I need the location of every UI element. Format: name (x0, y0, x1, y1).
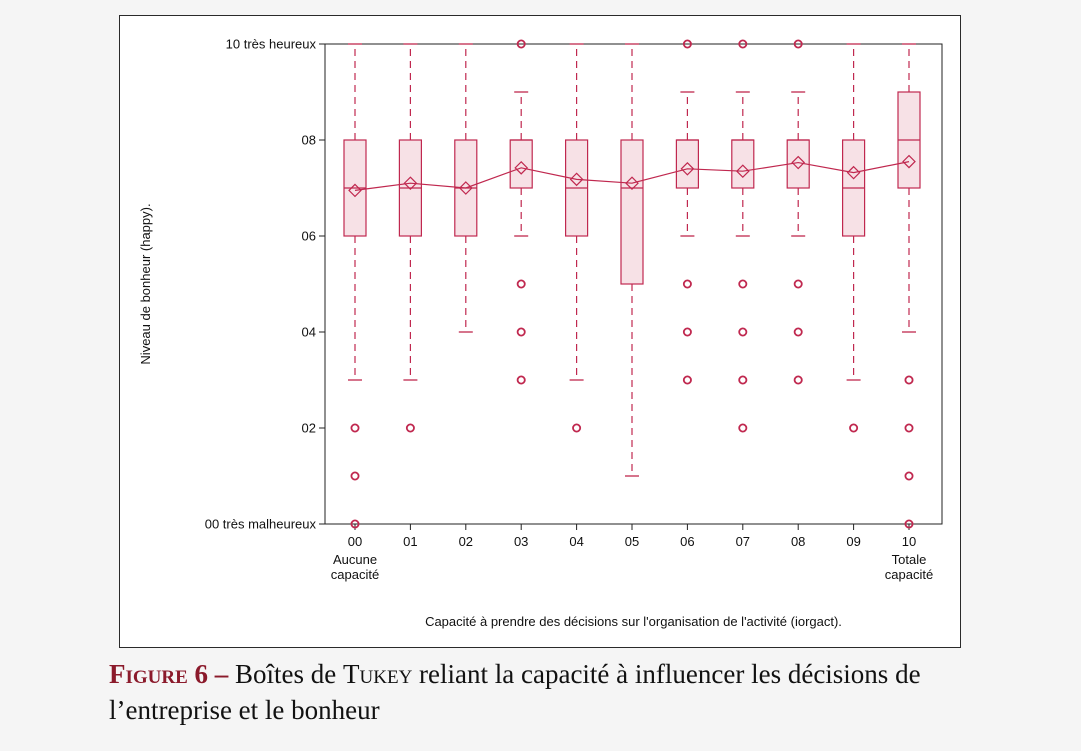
mean-marker (625, 176, 639, 191)
box-iqr (620, 139, 644, 285)
outlier-point (682, 279, 692, 289)
x-axis-title: Capacité à prendre des décisions sur l'o… (425, 614, 842, 629)
box-plot-chart: 00 très malheureux 02 04 06 08 10 très heureu… (138, 37, 943, 629)
mean-marker (514, 160, 529, 175)
outlier-point (516, 327, 526, 337)
outlier-point (405, 423, 415, 433)
y-tick-label: 08 (302, 133, 316, 148)
outlier-point (516, 279, 526, 289)
outlier-point (738, 327, 748, 337)
x-tick-label: 02 (459, 534, 473, 549)
x-tick-label: 07 (736, 534, 750, 549)
box-iqr (509, 139, 533, 189)
x-tick-label: 01 (403, 534, 417, 549)
mean-marker (735, 164, 750, 179)
y-axis-title: Niveau de bonheur (happy). (138, 203, 153, 364)
mean-marker (902, 154, 916, 169)
caption-text-after: reliant la capacité à influencer les déc… (109, 659, 921, 725)
mean-marker (348, 183, 362, 198)
outlier-point (738, 39, 748, 49)
mean-marker (458, 181, 473, 195)
outlier-point (682, 375, 692, 385)
figure-frame: 00 très malheureux 02 04 06 08 10 très heureu… (119, 15, 961, 648)
outlier-point (738, 279, 748, 289)
outlier-point (793, 327, 803, 337)
y-tick-label: 06 (302, 229, 316, 244)
outlier-point (904, 519, 914, 529)
caption-text-before: Boîtes de (228, 659, 344, 689)
x-tick-label: 03 (514, 534, 528, 549)
outlier-point (682, 39, 692, 49)
x-tick-label: 04 (569, 534, 583, 549)
outlier-point (516, 375, 526, 385)
box-iqr (675, 139, 700, 189)
x-tick-label: 08 (791, 534, 805, 549)
outlier-point (793, 375, 803, 385)
figure-label: Figure 6 – (109, 659, 229, 689)
x-tick-label: 05 (625, 534, 639, 549)
y-tick-label: 00 très malheureux (205, 517, 317, 532)
x-tick-label: 00 (348, 534, 362, 549)
mean-marker (403, 176, 418, 191)
outlier-point (572, 423, 582, 433)
x-tick-label: 09 (846, 534, 860, 549)
figure-caption: Figure 6 – Boîtes de Tukey reliant la ca… (109, 656, 1039, 728)
mean-line (354, 161, 910, 191)
x-tick-sublabel: Totale (892, 552, 927, 567)
y-tick-label: 10 très heureux (226, 37, 317, 52)
x-tick-sublabel: Aucune (333, 552, 377, 567)
mean-marker (680, 161, 695, 176)
outlier-point (682, 327, 692, 337)
x-tick-sublabel: capacité (885, 567, 933, 582)
outlier-point (904, 471, 914, 481)
mean-marker (569, 172, 584, 187)
outlier-point (350, 519, 360, 529)
x-tick-label: 10 (902, 534, 916, 549)
outlier-point (904, 375, 914, 385)
outlier-point (350, 471, 360, 481)
y-tick-label: 02 (302, 421, 316, 436)
outlier-point (904, 423, 914, 433)
y-tick-label: 04 (302, 325, 316, 340)
outlier-point (849, 423, 859, 433)
outlier-point (793, 39, 803, 49)
mean-marker (846, 165, 861, 180)
x-tick-label: 06 (680, 534, 694, 549)
outlier-point (738, 375, 748, 385)
outlier-point (793, 279, 803, 289)
mean-marker (791, 155, 806, 170)
box-iqr (731, 139, 755, 189)
x-tick-sublabel: capacité (331, 567, 379, 582)
outlier-point (350, 423, 360, 433)
outlier-point (516, 39, 526, 49)
caption-tukey: Tukey (343, 659, 413, 689)
outlier-point (738, 423, 748, 433)
